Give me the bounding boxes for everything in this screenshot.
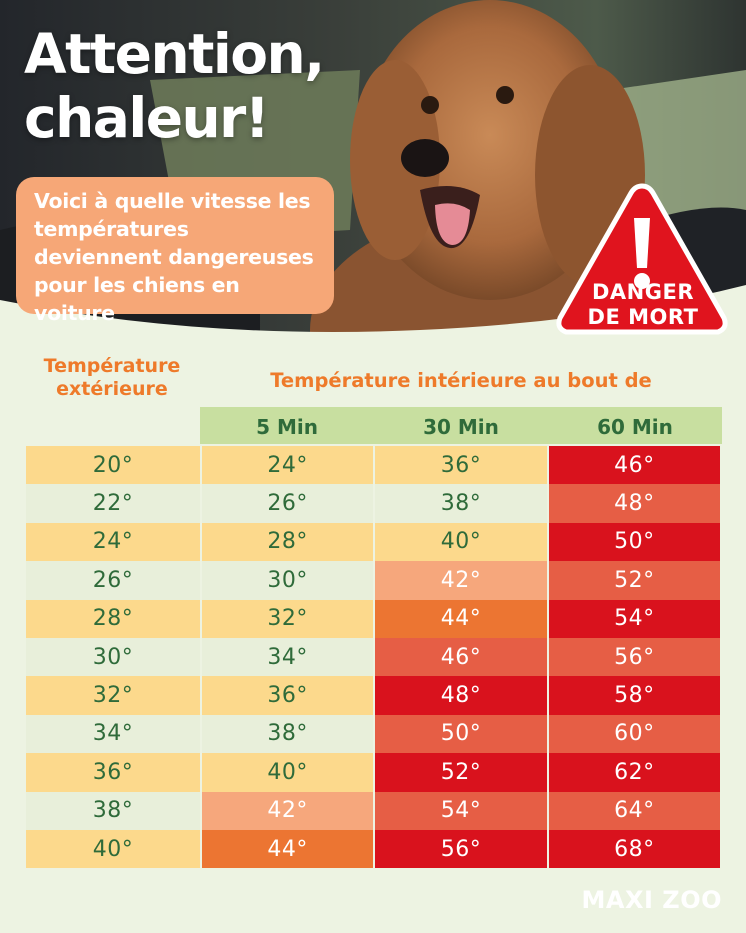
outside-temperature-label: Température extérieure <box>24 355 200 401</box>
temp-5min-cell: 32° <box>202 599 374 638</box>
column-header-60min: 60 Min <box>597 415 673 439</box>
title-line-1: Attention, <box>24 22 325 86</box>
column-header-5min: 5 Min <box>256 415 318 439</box>
temp-30min-cell: 38° <box>375 484 547 523</box>
temp-60min-cell: 60° <box>548 714 720 754</box>
temp-30min-cell: 52° <box>375 753 547 792</box>
temp-30min-cell: 46° <box>375 637 547 677</box>
table-row: 22° 26° 38° 48° <box>26 484 720 523</box>
temp-60min-cell: 62° <box>548 753 720 792</box>
temp-5min-cell: 40° <box>202 753 374 792</box>
temp-60min-cell: 52° <box>548 561 720 600</box>
danger-line-1: DANGER <box>591 280 694 304</box>
outside-temp-cell: 24° <box>26 522 200 562</box>
brand-logo: MAXI ZOO <box>581 886 722 914</box>
outside-temp-cell: 40° <box>26 829 200 869</box>
temp-5min-cell: 42° <box>202 791 374 830</box>
temp-5min-cell: 24° <box>202 446 374 485</box>
temp-30min-cell: 44° <box>375 599 547 638</box>
temp-60min-cell: 68° <box>548 829 720 869</box>
temp-5min-cell: 30° <box>202 561 374 600</box>
temp-5min-cell: 26° <box>202 484 374 523</box>
temp-5min-cell: 44° <box>202 829 374 869</box>
outside-temp-cell: 36° <box>26 753 200 792</box>
temp-30min-cell: 48° <box>375 676 547 715</box>
temp-60min-cell: 48° <box>548 484 720 523</box>
outside-temp-cell: 28° <box>26 599 200 638</box>
table-row: 30° 34° 46° 56° <box>26 637 720 677</box>
temp-30min-cell: 54° <box>375 791 547 830</box>
column-header-30min: 30 Min <box>423 415 499 439</box>
title-line-2: chaleur! <box>24 86 270 150</box>
table-row: 20° 24° 36° 46° <box>26 446 720 485</box>
page-title: Attention, chaleur! <box>24 22 404 150</box>
table-row: 24° 28° 40° 50° <box>26 522 720 562</box>
warning-triangle-icon <box>556 183 728 335</box>
subtitle-box: Voici à quelle vitesse les températures … <box>16 177 334 325</box>
outside-temp-cell: 32° <box>26 676 200 715</box>
inside-temperature-label: Température intérieure au bout de <box>270 369 652 392</box>
outside-temp-cell: 34° <box>26 714 200 754</box>
outside-label-line-2: extérieure <box>56 378 168 400</box>
temperature-table: 20° 24° 36° 46° 22° 26° 38° 48° 24° 28° … <box>24 446 722 869</box>
table-row: 36° 40° 52° 62° <box>26 753 720 792</box>
temp-5min-cell: 38° <box>202 714 374 754</box>
outside-temp-cell: 20° <box>26 446 200 485</box>
table-row: 38° 42° 54° 64° <box>26 791 720 830</box>
temp-5min-cell: 36° <box>202 676 374 715</box>
danger-label: DANGER DE MORT <box>560 280 726 330</box>
temp-30min-cell: 36° <box>375 446 547 485</box>
outside-temp-cell: 26° <box>26 561 200 600</box>
outside-label-line-1: Température <box>43 355 181 377</box>
outside-temp-cell: 30° <box>26 637 200 677</box>
danger-line-2: DE MORT <box>587 305 699 329</box>
table-row: 34° 38° 50° 60° <box>26 714 720 754</box>
table-row: 32° 36° 48° 58° <box>26 676 720 715</box>
hero-banner: Attention, chaleur! Voici à quelle vites… <box>0 0 746 340</box>
temp-60min-cell: 58° <box>548 676 720 715</box>
table-row: 28° 32° 44° 54° <box>26 599 720 638</box>
subtitle-text: Voici à quelle vitesse les températures … <box>34 189 314 325</box>
temp-60min-cell: 46° <box>548 446 720 485</box>
temp-5min-cell: 28° <box>202 522 374 562</box>
outside-temp-cell: 22° <box>26 484 200 523</box>
temp-60min-cell: 64° <box>548 791 720 830</box>
temp-30min-cell: 50° <box>375 714 547 754</box>
temp-60min-cell: 54° <box>548 599 720 638</box>
table-row: 40° 44° 56° 68° <box>26 829 720 869</box>
temp-30min-cell: 42° <box>375 561 547 600</box>
temp-60min-cell: 56° <box>548 637 720 677</box>
outside-temp-cell: 38° <box>26 791 200 830</box>
temp-30min-cell: 40° <box>375 522 547 562</box>
temp-60min-cell: 50° <box>548 522 720 562</box>
temp-30min-cell: 56° <box>375 829 547 869</box>
table-row: 26° 30° 42° 52° <box>26 561 720 600</box>
column-header-row: 5 Min 30 Min 60 Min <box>200 407 722 444</box>
temp-5min-cell: 34° <box>202 637 374 677</box>
